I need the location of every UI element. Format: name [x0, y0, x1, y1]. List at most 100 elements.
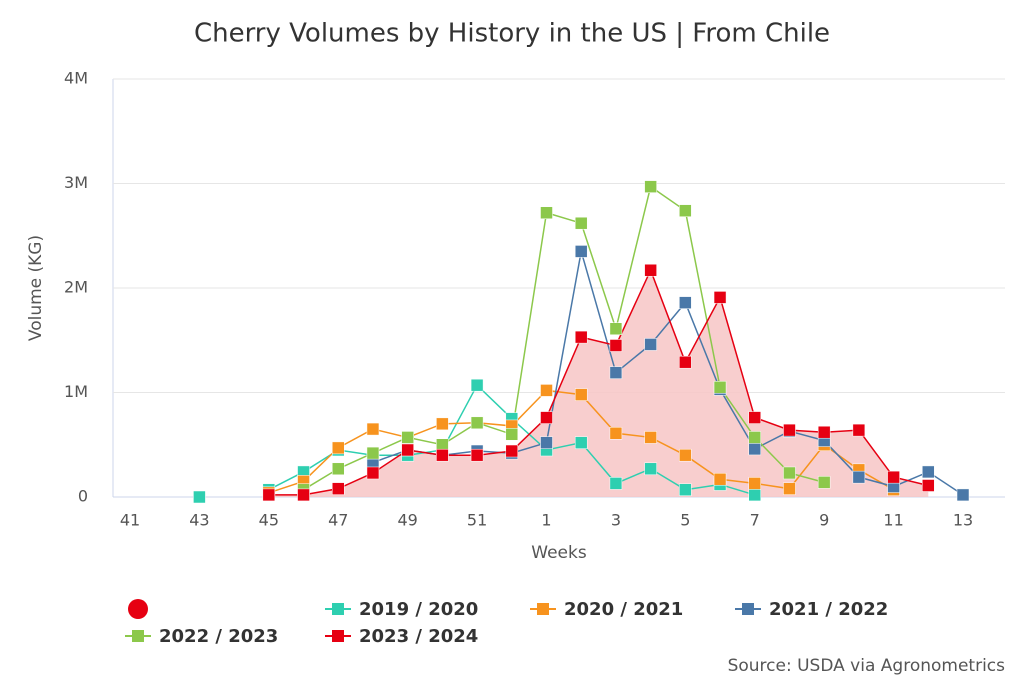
data-point: [713, 472, 727, 486]
data-point: [679, 448, 692, 462]
data-point: [540, 206, 553, 220]
x-tick-label: 1: [541, 511, 551, 530]
y-tick-label: 4M: [64, 69, 88, 88]
x-tick-label: 43: [189, 511, 209, 530]
data-point: [748, 488, 761, 502]
data-point: [297, 488, 310, 502]
x-tick-label: 11: [883, 511, 903, 530]
legend-label: 2022 / 2023: [159, 626, 278, 647]
y-axis-title: Volume (KG): [26, 235, 46, 341]
x-tick-label: 45: [259, 511, 279, 530]
legend-symbol: [132, 630, 144, 642]
data-point: [748, 442, 761, 456]
data-point: [644, 263, 657, 277]
x-tick-label: 5: [680, 511, 690, 530]
data-point: [332, 482, 345, 495]
data-point: [817, 425, 831, 439]
plot-area: [193, 180, 970, 504]
x-tick-label: 41: [120, 511, 140, 530]
y-tick-label: 3M: [64, 173, 88, 192]
x-tick-label: 49: [397, 511, 417, 530]
data-point: [540, 384, 553, 397]
area: [268, 270, 929, 497]
legend-label: 2019 / 2020: [359, 599, 478, 620]
y-tick-label: 2M: [64, 278, 88, 297]
data-point: [713, 381, 727, 394]
data-point: [332, 441, 345, 455]
data-point: [852, 423, 866, 437]
data-point: [609, 366, 623, 379]
y-tick-label: 1M: [64, 382, 88, 401]
data-point: [644, 462, 657, 476]
legend-marker: [128, 599, 148, 619]
data-point: [574, 436, 588, 449]
x-tick-label: 9: [819, 511, 829, 530]
x-tick-label: 47: [328, 511, 348, 530]
x-tick-label: 13: [953, 511, 973, 530]
data-point: [887, 470, 900, 484]
data-point: [644, 180, 657, 193]
data-point: [644, 431, 657, 444]
data-point: [332, 462, 345, 476]
data-point: [817, 476, 831, 489]
legend-symbol: [332, 630, 344, 642]
source: Source: USDA via Agronometrics: [728, 656, 1006, 676]
data-point: [783, 423, 796, 437]
data-point: [679, 204, 692, 217]
data-point: [922, 465, 935, 479]
legend-item: 2020 / 2021: [530, 599, 683, 620]
data-point: [470, 378, 484, 392]
legend-label: 2023 / 2024: [359, 626, 478, 647]
x-tick-label: 7: [750, 511, 760, 530]
data-point: [436, 417, 449, 431]
data-point: [609, 477, 623, 490]
data-point: [540, 436, 553, 449]
data-point: [401, 431, 414, 444]
data-point: [748, 411, 761, 424]
data-point: [574, 388, 588, 401]
data-point: [262, 488, 276, 502]
data-point: [366, 422, 380, 436]
x-tick-label: 3: [611, 511, 621, 530]
legend-label: 2021 / 2022: [769, 599, 888, 620]
legend-symbol: [742, 603, 754, 615]
chart-title: Cherry Volumes by History in the US | Fr…: [194, 19, 830, 49]
x-axis-title: Weeks: [531, 543, 587, 563]
data-point: [748, 477, 761, 490]
data-point: [193, 490, 206, 504]
data-point: [401, 443, 414, 457]
data-point: [574, 245, 588, 258]
y-tick-label: 0: [78, 487, 88, 506]
legend-item: 2022 / 2023: [125, 626, 278, 647]
x-tick-label: 51: [467, 511, 487, 530]
data-point: [366, 466, 380, 480]
legend-symbol: [332, 603, 344, 615]
data-point: [679, 296, 692, 309]
data-point: [540, 411, 553, 424]
data-point: [713, 291, 727, 304]
legend-label: 2020 / 2021: [564, 599, 683, 620]
data-point: [783, 466, 796, 480]
data-point: [366, 446, 380, 460]
data-point: [748, 431, 761, 444]
data-point: [783, 482, 796, 495]
data-point: [644, 338, 657, 351]
series-line: [303, 185, 825, 491]
data-point: [505, 444, 519, 458]
legend-symbol: [537, 603, 549, 615]
data-point: [852, 470, 866, 484]
data-point: [574, 330, 588, 344]
data-point: [679, 355, 692, 369]
data-point: [574, 216, 588, 230]
legend-item: 2019 / 2020: [325, 599, 478, 620]
data-point: [609, 339, 623, 352]
data-point: [609, 427, 623, 440]
data-point: [470, 416, 484, 430]
data-point: [436, 448, 449, 462]
data-point: [679, 483, 692, 496]
data-point: [922, 479, 935, 492]
data-point: [956, 488, 970, 502]
data-point: [470, 448, 484, 462]
data-point: [505, 428, 519, 441]
